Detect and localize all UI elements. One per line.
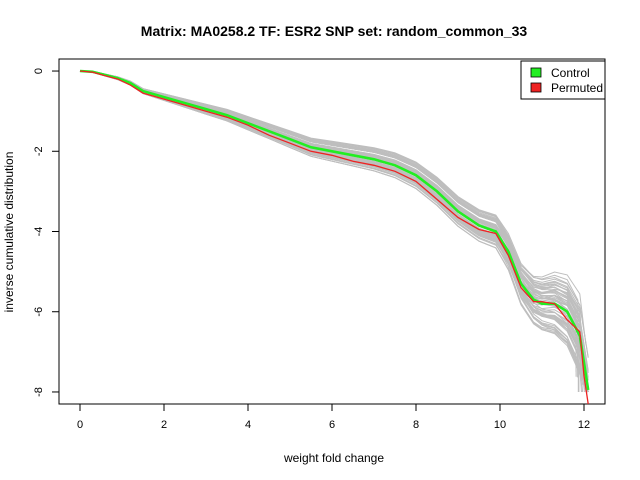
y-axis: 0 -2 -4 -6 -8 xyxy=(33,68,60,397)
x-tick-label: 2 xyxy=(161,419,167,431)
y-axis-label: inverse cumulative distribution xyxy=(2,152,16,313)
series-line-control xyxy=(79,69,590,391)
x-tick-label: 8 xyxy=(413,419,419,431)
x-tick-label: 10 xyxy=(494,419,506,431)
legend-swatch-permuted xyxy=(530,82,542,93)
x-tick-label: 4 xyxy=(245,419,251,431)
legend-label-control: Control xyxy=(551,66,590,80)
legend: Control Permuted xyxy=(520,60,606,100)
y-tick-label: -8 xyxy=(33,387,45,397)
legend-box xyxy=(520,60,606,100)
x-tick-label: 12 xyxy=(578,419,590,431)
y-tick-label: -2 xyxy=(33,146,45,156)
series-line-permuted xyxy=(79,70,589,405)
y-tick-label: -6 xyxy=(33,307,45,317)
x-tick-label: 0 xyxy=(77,419,83,431)
x-axis-label: weight fold change xyxy=(283,451,384,465)
legend-label-permuted: Permuted xyxy=(551,81,603,95)
series-lines xyxy=(79,69,590,405)
y-tick-label: -4 xyxy=(33,227,45,237)
chart-title: Matrix: MA0258.2 TF: ESR2 SNP set: rando… xyxy=(141,23,528,39)
legend-swatch-control xyxy=(530,67,542,78)
y-tick-label: 0 xyxy=(33,68,45,74)
x-axis: 0 2 4 6 8 10 12 xyxy=(77,403,590,431)
x-tick-label: 6 xyxy=(329,419,335,431)
